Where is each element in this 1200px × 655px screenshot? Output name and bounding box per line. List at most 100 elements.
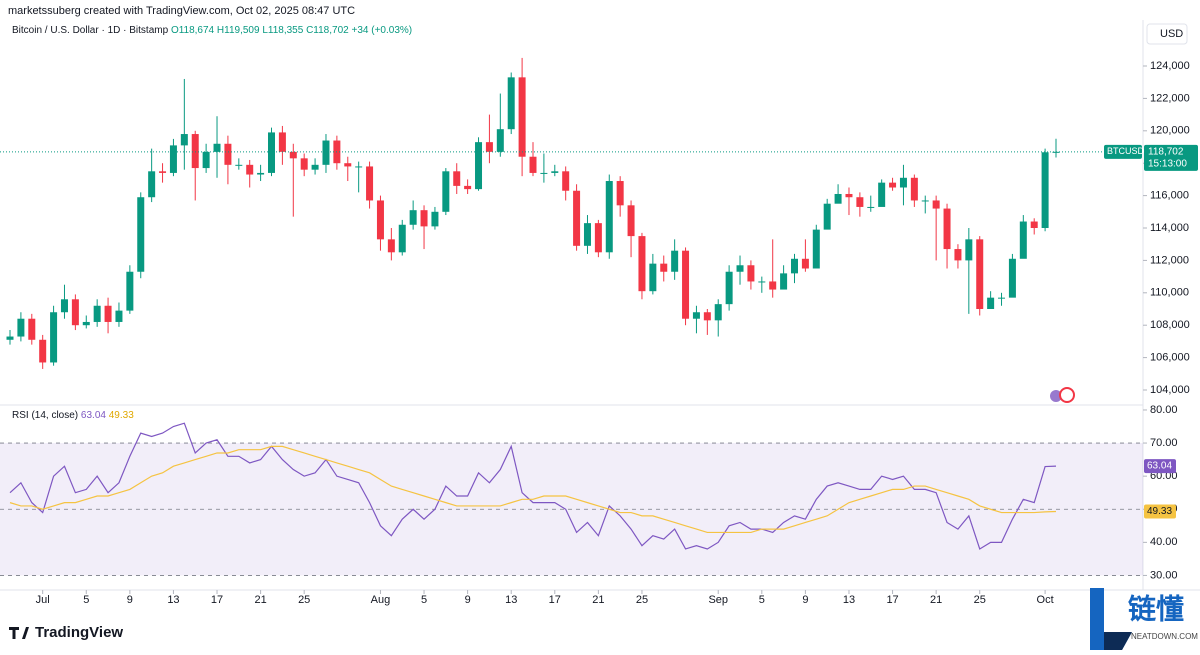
candle-body: [213, 143, 221, 152]
candle-body: [812, 229, 820, 269]
candle-body: [475, 142, 483, 190]
x-tick-label: 17: [211, 594, 223, 606]
x-tick-label: 21: [592, 594, 604, 606]
candle-body: [169, 145, 177, 173]
candle-body: [987, 297, 995, 310]
candle-body: [431, 211, 439, 227]
x-tick-label: 5: [83, 594, 89, 606]
x-tick-label: Jul: [36, 594, 50, 606]
x-tick-label: 9: [127, 594, 133, 606]
x-tick-label: 13: [167, 594, 179, 606]
candle-body: [355, 166, 363, 168]
y-tick-label: 112,000: [1150, 254, 1189, 266]
candle-body: [910, 177, 918, 201]
tradingview-logo: [9, 627, 29, 639]
candle-body: [420, 210, 428, 227]
x-tick-label: Aug: [371, 594, 391, 606]
candle-body: [714, 304, 722, 321]
candle-body: [573, 190, 581, 246]
x-tick-label: 5: [759, 594, 765, 606]
header-line: Bitcoin / U.S. Dollar · 1D · Bitstamp O1…: [12, 25, 412, 36]
candle-body: [278, 132, 286, 152]
candle-body: [148, 171, 156, 198]
candle-body: [180, 134, 188, 146]
x-tick-label: 25: [974, 594, 986, 606]
y-tick-label: 104,000: [1150, 384, 1190, 396]
candle-body: [583, 223, 591, 246]
candle-body: [943, 208, 951, 250]
ohlc-open: O118,674: [170, 25, 215, 36]
candle-body: [300, 158, 308, 170]
candle-body: [889, 182, 897, 188]
candle-body: [932, 200, 940, 209]
candle-body: [311, 164, 319, 170]
value-tag: [1144, 459, 1176, 474]
candle-body: [845, 193, 853, 198]
brand: TradingView: [35, 624, 123, 641]
candle-body: [126, 271, 134, 311]
x-tick-label: 17: [549, 594, 561, 606]
event-icons: [1050, 387, 1075, 403]
x-tick-label: 21: [930, 594, 942, 606]
candle-body: [605, 181, 613, 253]
candle-body: [507, 77, 515, 130]
x-tick-label: 17: [886, 594, 898, 606]
candle-body: [115, 310, 123, 322]
ohlc-close: C118,702: [306, 25, 349, 36]
candle-body: [976, 239, 984, 310]
symbol-label: BTCUSD: [1107, 146, 1145, 156]
y-tick-label: 116,000: [1150, 190, 1189, 202]
candle-body: [769, 281, 777, 290]
candle-body: [202, 151, 210, 169]
candle-body: [551, 171, 559, 173]
candle-body: [562, 171, 570, 191]
currency-label: USD: [1160, 28, 1183, 40]
candle-body: [17, 318, 25, 337]
rsi-line: [9, 422, 1057, 550]
ohlc-low: L118,355: [262, 25, 304, 36]
rsi-value: 63.04: [80, 410, 106, 421]
candle-body: [540, 172, 548, 174]
candle-body: [747, 265, 755, 282]
candle-body: [137, 197, 145, 272]
candle-body: [376, 200, 384, 240]
candle-body: [594, 223, 602, 253]
candle-body: [616, 181, 624, 206]
candle-body: [823, 203, 831, 230]
candle-body: [856, 197, 864, 207]
value-tag-label: 63.04: [1147, 461, 1172, 472]
candle-body: [998, 297, 1006, 299]
candle-body: [366, 166, 374, 201]
candle-body: [442, 171, 450, 212]
candle-body: [736, 265, 744, 272]
candle-body: [703, 312, 711, 321]
watermark-sub: NEATDOWN.COM: [1131, 632, 1198, 641]
x-tick-label: 13: [843, 594, 855, 606]
y-tick-label: 106,000: [1150, 352, 1190, 364]
candle-body: [224, 143, 232, 165]
candle-body: [660, 263, 668, 272]
candle-body: [50, 312, 58, 363]
candle-body: [1008, 258, 1016, 298]
candle-body: [235, 164, 243, 166]
y-tick-label: 40.00: [1150, 536, 1178, 548]
candle-body: [954, 249, 962, 261]
candle-body: [289, 151, 297, 159]
candle-body: [671, 250, 679, 272]
symbol-title: Bitcoin / U.S. Dollar · 1D · Bitstamp: [12, 25, 169, 36]
y-tick-label: 122,000: [1150, 92, 1190, 104]
candle-body: [409, 210, 417, 225]
candle-body: [834, 193, 842, 204]
candle-body: [268, 132, 275, 173]
candle-body: [878, 182, 886, 207]
candle-body: [899, 177, 907, 188]
candle-body: [921, 200, 929, 202]
candle-body: [322, 140, 330, 165]
candle-body: [246, 164, 254, 175]
candle-body: [1041, 152, 1049, 229]
x-tick-label: 9: [802, 594, 808, 606]
x-tick-label: 9: [465, 594, 471, 606]
candle-body: [725, 271, 733, 305]
y-tick-label: 70.00: [1150, 437, 1178, 449]
candle-body: [638, 236, 646, 292]
